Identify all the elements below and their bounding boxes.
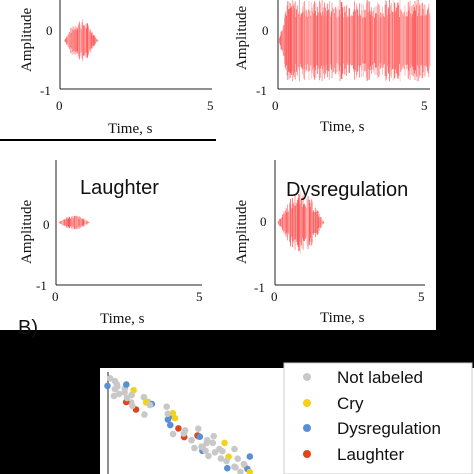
waveform-top-left: [64, 19, 98, 62]
x-tick-5-dysregulation: 5: [418, 289, 425, 304]
waveform-laughter: [58, 215, 90, 230]
legend-box: [283, 362, 473, 474]
scatter-point-not-labeled: [110, 392, 118, 400]
scatter-point-not-labeled: [115, 390, 123, 398]
scatter-point-not-labeled: [128, 391, 135, 399]
scatter-point-dysregulation: [167, 421, 174, 429]
y-label-laughter: Amplitude: [19, 199, 35, 264]
section-letter: B): [18, 317, 38, 339]
scatter-point-dysregulation: [224, 464, 231, 472]
scatter-point-not-labeled: [106, 375, 114, 382]
scatter-points: [104, 375, 254, 474]
legend-marker-cry: [303, 399, 311, 407]
scatter-point-not-labeled: [210, 432, 217, 440]
figure-upper-panel: [0, 0, 436, 330]
y-tick-0-dysregulation: 0: [260, 214, 267, 229]
scatter-point-not-labeled: [205, 452, 212, 460]
scatter-point-not-labeled: [191, 444, 198, 452]
legend-marker-not-labeled: [303, 373, 311, 381]
scatter-point-not-labeled: [237, 468, 244, 474]
x-label-dysregulation: Time, s: [320, 310, 365, 326]
x-tick-0-top-left: 0: [56, 98, 63, 113]
x-tick-5-top-left: 5: [207, 98, 214, 113]
waveform-panel-top-right: 0 -1 0 5 Time, s Amplitude: [234, 0, 431, 135]
waveform-panel-dysregulation: Dysregulation 0 -1 0 5 Time, s Amplitude: [234, 160, 425, 326]
scatter-point-not-labeled: [231, 463, 238, 471]
x-tick-0-dysregulation: 0: [271, 289, 278, 304]
scatter-point-not-labeled: [141, 411, 148, 418]
scatter-point-dysregulation: [196, 433, 204, 441]
y-tick-minus1-laughter: -1: [36, 278, 47, 293]
y-tick-minus1-dysregulation: -1: [254, 280, 265, 295]
scatter-plot: [104, 372, 254, 474]
scatter-point-not-labeled: [111, 385, 119, 393]
y-tick-0-laughter: 0: [43, 217, 50, 232]
y-tick-minus1-top-left: -1: [40, 83, 51, 98]
x-tick-5-top-right: 5: [421, 98, 428, 113]
waveform-top-right: [279, 0, 431, 82]
scatter-point-not-labeled: [163, 403, 170, 411]
y-label-dysregulation: Amplitude: [234, 199, 250, 264]
y-tick-0-top-right: 0: [262, 23, 269, 38]
scatter-point-not-labeled: [129, 402, 136, 410]
scatter-legend: Not labeled Cry Dysregulation Laughter: [283, 362, 473, 474]
x-label-top-left: Time, s: [108, 121, 153, 137]
scatter-point-not-labeled: [146, 401, 154, 409]
scatter-point-cry: [169, 409, 177, 417]
legend-marker-laughter: [303, 450, 311, 458]
scatter-point-not-labeled: [216, 445, 223, 453]
scatter-point-cry: [221, 439, 228, 447]
scatter-point-not-labeled: [195, 425, 202, 433]
y-tick-0-top-left: 0: [46, 23, 53, 38]
x-label-laughter: Time, s: [100, 311, 145, 327]
waveform-panel-laughter: Laughter 0 -1 0 5 Time, s Amplitude: [19, 160, 203, 327]
scatter-point-not-labeled: [217, 455, 225, 462]
scatter-point-not-labeled: [231, 445, 238, 453]
scatter-point-not-labeled: [223, 457, 230, 465]
x-tick-0-top-right: 0: [272, 98, 279, 113]
scatter-point-not-labeled: [140, 394, 148, 401]
scatter-point-dysregulation: [123, 381, 130, 388]
waveform-panel-top-left: 0 -1 0 5 Time, s Amplitude: [19, 0, 214, 137]
waveform-dysregulation: [277, 191, 325, 254]
legend-label-cry: Cry: [337, 394, 364, 413]
y-tick-minus1-top-right: -1: [256, 83, 267, 98]
x-tick-0-laughter: 0: [52, 289, 59, 304]
scatter-point-not-labeled: [204, 436, 211, 444]
x-label-top-right: Time, s: [320, 119, 365, 135]
legend-label-dysregulation: Dysregulation: [337, 419, 441, 438]
scatter-point-cry: [171, 414, 179, 422]
scatter-point-dysregulation: [246, 453, 254, 460]
title-dysregulation: Dysregulation: [286, 179, 408, 201]
scatter-point-laughter: [175, 425, 182, 432]
scatter-point-not-labeled: [164, 410, 171, 418]
x-tick-5-laughter: 5: [196, 289, 203, 304]
legend-marker-dysregulation: [303, 424, 311, 432]
title-laughter: Laughter: [80, 177, 159, 199]
scatter-point-not-labeled: [198, 443, 205, 451]
scatter-point-not-labeled: [209, 439, 217, 447]
scatter-point-not-labeled: [240, 460, 248, 468]
scatter-point-dysregulation: [104, 382, 111, 390]
scatter-point-cry: [246, 468, 254, 474]
scatter-point-not-labeled: [234, 455, 241, 463]
scatter-point-not-labeled: [188, 436, 195, 444]
scatter-point-not-labeled: [180, 430, 188, 437]
legend-label-laughter: Laughter: [337, 445, 404, 464]
y-label-top-left: Amplitude: [19, 7, 35, 72]
legend-label-not-labeled: Not labeled: [337, 368, 423, 387]
scatter-point-dysregulation: [164, 416, 172, 423]
y-label-top-right: Amplitude: [234, 5, 250, 70]
scatter-point-not-labeled: [169, 430, 177, 438]
